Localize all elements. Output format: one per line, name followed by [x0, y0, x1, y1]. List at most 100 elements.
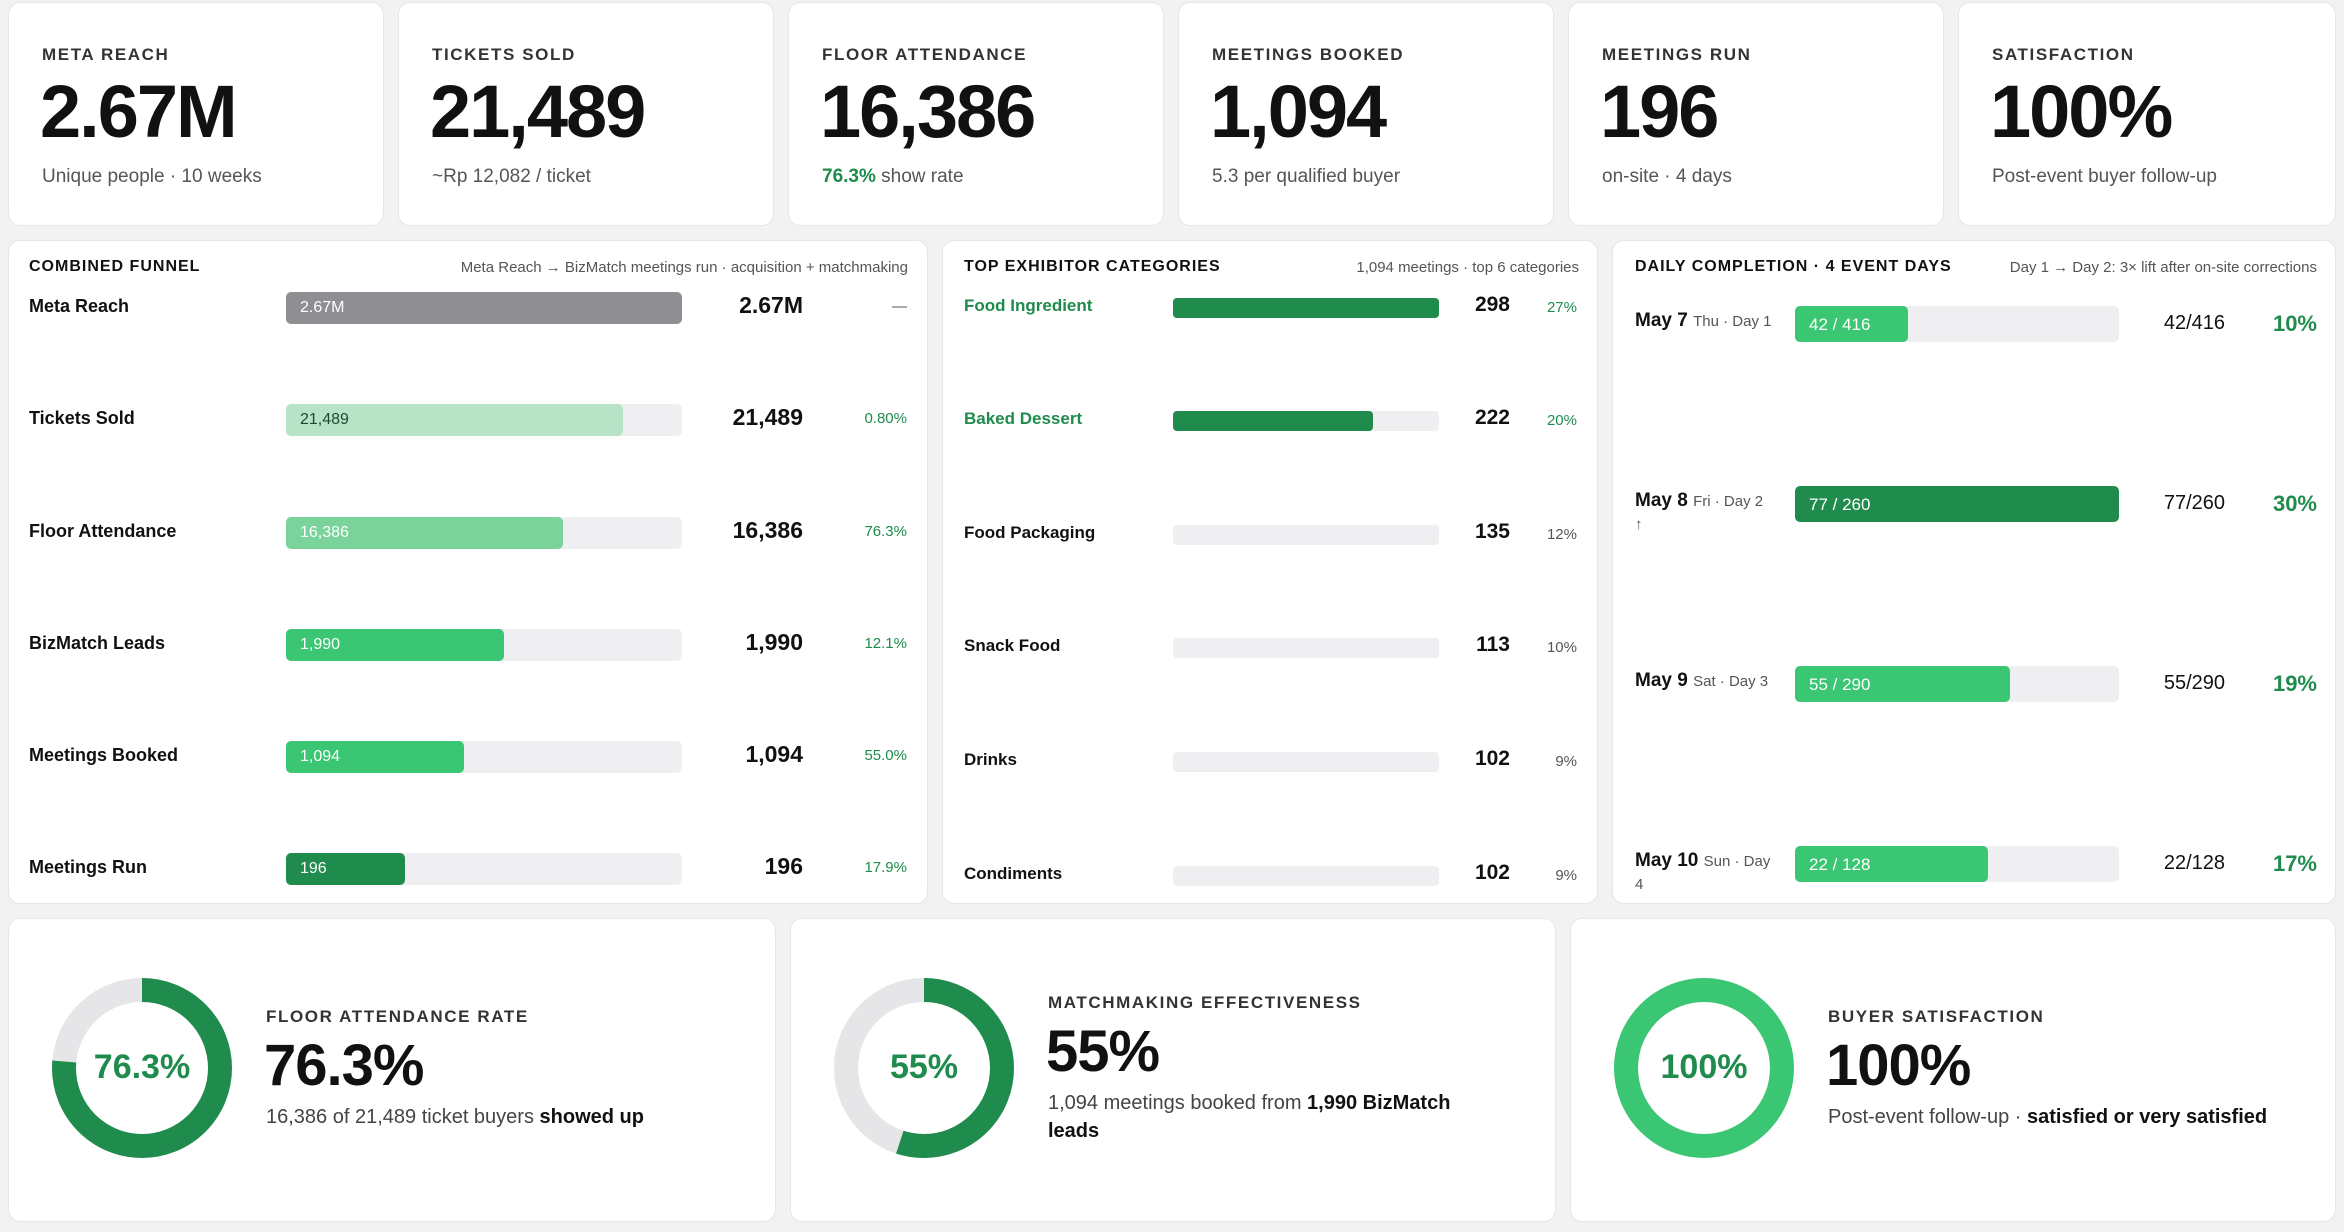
- categories-note: 1,094 meetings · top 6 categories: [1356, 259, 1579, 276]
- daily-row-extra: ↑: [1635, 516, 1643, 533]
- kpi-value: 2.67M: [40, 70, 238, 153]
- daily-row-extra: 4: [1635, 876, 1644, 893]
- daily-row-bar-text: 22 / 128: [1809, 855, 1871, 874]
- summary-sub-text: 1,094 meetings booked from: [1048, 1092, 1308, 1114]
- daily-row-date: May 10: [1635, 850, 1699, 871]
- donut-arc: [52, 978, 232, 1158]
- category-value: 135: [1474, 520, 1510, 543]
- daily-row-bar: 55 / 290: [1795, 666, 2010, 702]
- funnel-row-label: Meetings Booked: [29, 745, 179, 765]
- category-label: Condiments: [964, 864, 1063, 883]
- category-track: [1173, 638, 1439, 658]
- kpi-sub: 5.3 per qualified buyer: [1212, 166, 1401, 187]
- kpi-card-meetings-run: MEETINGS RUN 196 on-site · 4 days: [1568, 2, 1944, 226]
- category-label: Baked Dessert: [964, 409, 1083, 428]
- funnel-row-bar: 196: [286, 853, 405, 885]
- funnel-row-value: 196: [764, 853, 803, 879]
- funnel-row-track: 1,990: [286, 629, 682, 661]
- funnel-row-bar-text: 1,094: [300, 748, 341, 765]
- funnel-row-label: Meetings Run: [29, 857, 148, 877]
- kpi-sub-highlight: 76.3%: [822, 166, 876, 187]
- funnel-row-label: Tickets Sold: [29, 408, 135, 428]
- funnel-row-track: 2.67M: [286, 292, 682, 324]
- category-label: Food Ingredient: [964, 296, 1093, 315]
- daily-row-label: May 7 Thu · Day 1: [1635, 310, 1771, 333]
- kpi-label: SATISFACTION: [1992, 45, 2135, 64]
- category-label: Drinks: [964, 750, 1017, 769]
- summary-card-floor-attendance: [8, 918, 776, 1222]
- category-pct: 10%: [1546, 639, 1577, 656]
- funnel-note: Meta Reach → BizMatch meetings run · acq…: [460, 259, 908, 276]
- kpi-card-tickets-sold: TICKETS SOLD 21,489 ~Rp 12,082 / ticket: [398, 2, 774, 226]
- daily-row-bar-text: 77 / 260: [1809, 495, 1871, 514]
- kpi-label: FLOOR ATTENDANCE: [822, 45, 1028, 64]
- funnel-row-bar-text: 2.67M: [300, 299, 345, 316]
- daily-row-meta: Fri · Day 2: [1693, 493, 1764, 510]
- funnel-row-bar: 21,489: [286, 404, 623, 436]
- donut-chart: [52, 978, 232, 1158]
- funnel-row-track: 196: [286, 853, 682, 885]
- top-exhibitor-categories-panel: [942, 240, 1598, 904]
- funnel-row-track: 16,386: [286, 517, 682, 549]
- summary-label: MATCHMAKING EFFECTIVENESS: [1048, 993, 1362, 1012]
- daily-row-ratio: 22/128: [2163, 852, 2225, 874]
- funnel-row-bar: 16,386: [286, 517, 563, 549]
- category-label: Food Packaging: [964, 523, 1096, 542]
- combined-funnel-panel: [8, 240, 928, 904]
- category-track: [1173, 525, 1439, 545]
- kpi-value: 100%: [1990, 70, 2173, 153]
- funnel-row-value: 16,386: [732, 517, 803, 543]
- daily-row-pct: 19%: [2272, 671, 2317, 696]
- summary-card-satisfaction: [1570, 918, 2336, 1222]
- funnel-row-value: 1,990: [745, 629, 803, 655]
- funnel-row-value: 21,489: [732, 404, 803, 430]
- summary-card-matchmaking: [790, 918, 1556, 1222]
- summary-value: 55%: [1046, 1019, 1160, 1084]
- summary-sub-bold: satisfied or very satisfied: [2026, 1106, 2268, 1128]
- daily-row-track: 22 / 128: [1795, 846, 2119, 882]
- summary-sub: 16,386 of 21,489 ticket buyers showed up: [266, 1103, 766, 1131]
- daily-row-meta: Sat · Day 3: [1693, 673, 1769, 690]
- funnel-row-track: 1,094: [286, 741, 682, 773]
- kpi-card-floor-attendance: FLOOR ATTENDANCE 16,386 76.3% show rate: [788, 2, 1164, 226]
- funnel-row-track: 21,489: [286, 404, 682, 436]
- daily-row-date: May 7: [1635, 310, 1688, 331]
- daily-title: DAILY COMPLETION · 4 EVENT DAYS: [1635, 258, 1952, 275]
- daily-row-meta: Thu · Day 1: [1693, 313, 1772, 330]
- summary-sub-bold: 1,990 BizMatch: [1307, 1092, 1451, 1114]
- summary-value: 100%: [1826, 1033, 1971, 1098]
- daily-row-bar: 77 / 260: [1795, 486, 2119, 522]
- daily-row-ratio: 77/260: [2163, 492, 2225, 514]
- funnel-row-value: 2.67M: [739, 292, 803, 318]
- summary-sub-bold-2: leads: [1048, 1120, 1100, 1142]
- kpi-label: TICKETS SOLD: [432, 45, 576, 64]
- daily-completion-panel: [1612, 240, 2336, 904]
- funnel-title: COMBINED FUNNEL: [29, 258, 201, 275]
- funnel-row-pct: 17.9%: [864, 859, 907, 876]
- funnel-row-bar-text: 1,990: [300, 636, 341, 653]
- summary-sub: 1,094 meetings booked from 1,990 BizMatc…: [1048, 1089, 1488, 1145]
- daily-row-label: May 8 Fri · Day 2 ↑: [1635, 490, 1763, 536]
- funnel-row-label: Floor Attendance: [29, 521, 177, 541]
- daily-row-bar: 42 / 416: [1795, 306, 1908, 342]
- daily-note: Day 1 → Day 2: 3× lift after on-site cor…: [2009, 259, 2317, 276]
- category-pct: 12%: [1546, 526, 1577, 543]
- category-value: 102: [1474, 861, 1510, 884]
- donut-chart: [834, 978, 1014, 1158]
- kpi-card-satisfaction: SATISFACTION 100% Post-event buyer follo…: [1958, 2, 2336, 226]
- kpi-label: MEETINGS RUN: [1602, 45, 1752, 64]
- kpi-sub: 76.3% show rate: [822, 166, 964, 188]
- kpi-value: 196: [1600, 70, 1719, 153]
- kpi-sub: ~Rp 12,082 / ticket: [432, 166, 591, 187]
- category-value: 298: [1474, 293, 1510, 316]
- kpi-value: 16,386: [820, 70, 1036, 153]
- kpi-value: 1,094: [1210, 70, 1387, 153]
- category-track: [1173, 298, 1439, 318]
- daily-row-track: 42 / 416: [1795, 306, 2119, 342]
- daily-row-pct: 17%: [2272, 851, 2317, 876]
- daily-row-date: May 8: [1635, 490, 1688, 511]
- daily-row-ratio: 42/416: [2163, 312, 2225, 334]
- funnel-row-bar-text: 16,386: [300, 524, 349, 541]
- kpi-sub: Post-event buyer follow-up: [1992, 166, 2217, 187]
- daily-row-track: 55 / 290: [1795, 666, 2119, 702]
